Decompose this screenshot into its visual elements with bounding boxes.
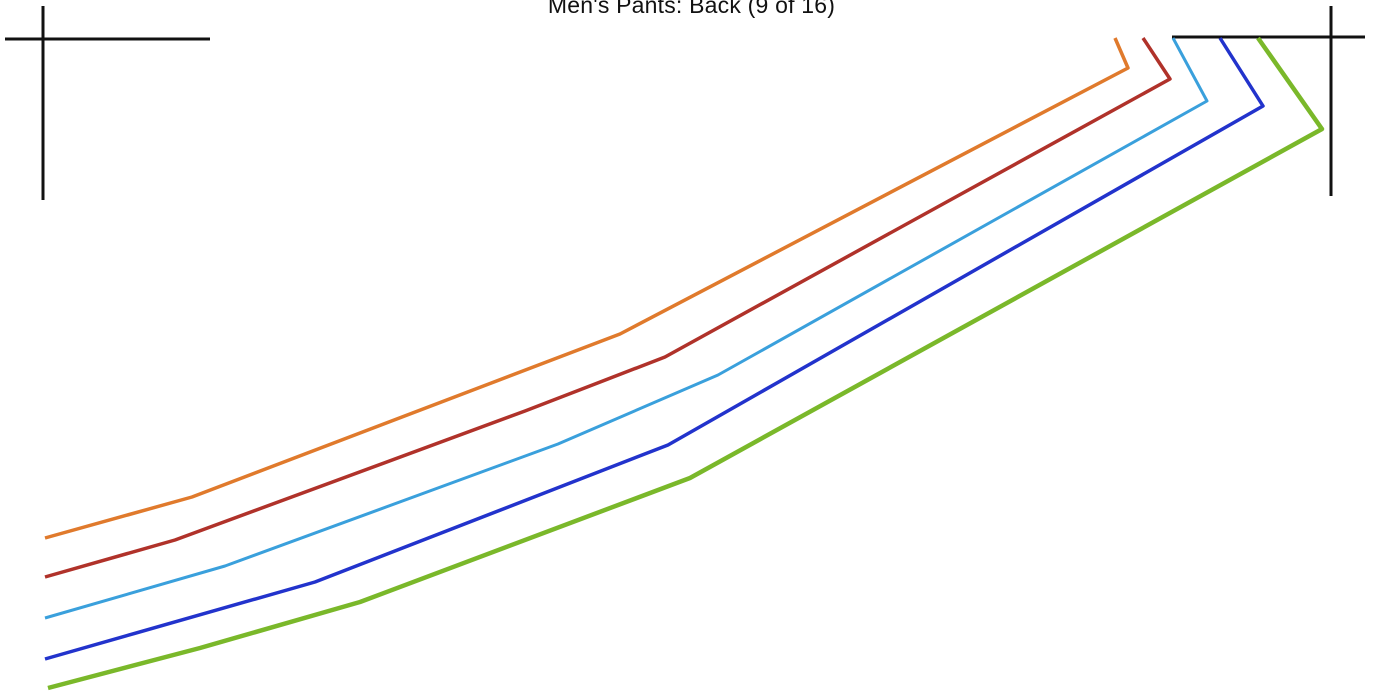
crop-mark-top-right bbox=[1172, 6, 1365, 196]
pattern-line-green bbox=[47, 36, 1325, 691]
pattern-line-orange bbox=[44, 37, 1130, 540]
crop-mark-top-left bbox=[5, 6, 210, 200]
pattern-line-red bbox=[44, 37, 1172, 579]
pattern-line-blue bbox=[44, 37, 1265, 661]
page-title: Men's Pants: Back (9 of 16) bbox=[547, 0, 836, 18]
pattern-line-light-blue bbox=[44, 37, 1209, 620]
